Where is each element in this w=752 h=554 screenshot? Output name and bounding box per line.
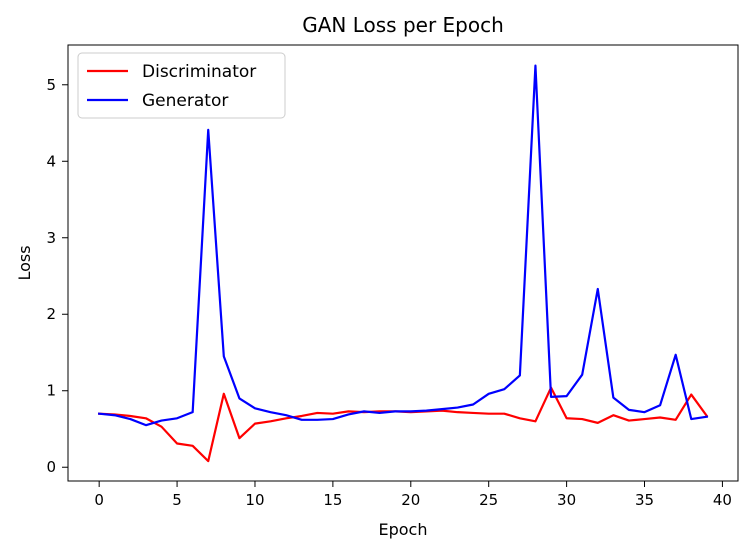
x-tick-label: 5 bbox=[172, 491, 182, 509]
y-tick-label: 5 bbox=[46, 76, 56, 94]
x-tick-label: 30 bbox=[557, 491, 576, 509]
legend: Discriminator Generator bbox=[77, 52, 286, 119]
x-tick-label: 0 bbox=[94, 491, 104, 509]
x-axis-ticks: 0 5 10 15 20 25 30 35 40 bbox=[94, 481, 732, 509]
x-tick-label: 40 bbox=[713, 491, 732, 509]
y-tick-label: 3 bbox=[46, 229, 56, 247]
legend-label-discriminator: Discriminator bbox=[142, 62, 256, 82]
series-lines bbox=[97, 64, 709, 463]
x-tick-label: 25 bbox=[479, 491, 498, 509]
series-line-generator bbox=[97, 64, 709, 427]
x-tick-label: 15 bbox=[323, 491, 342, 509]
x-axis-label: Epoch bbox=[379, 520, 428, 539]
y-tick-label: 0 bbox=[46, 458, 56, 476]
x-tick-label: 35 bbox=[635, 491, 654, 509]
plot-area-frame bbox=[67, 44, 739, 482]
legend-label-generator: Generator bbox=[142, 91, 228, 111]
y-tick-label: 1 bbox=[46, 382, 56, 400]
x-tick-label: 20 bbox=[401, 491, 420, 509]
chart-title: GAN Loss per Epoch bbox=[302, 13, 504, 37]
x-tick-label: 10 bbox=[245, 491, 264, 509]
legend-box bbox=[77, 52, 286, 119]
y-tick-label: 2 bbox=[46, 305, 56, 323]
y-axis-label: Loss bbox=[15, 245, 34, 280]
y-axis-ticks: 0 1 2 3 4 5 bbox=[46, 76, 68, 476]
y-tick-label: 4 bbox=[46, 152, 56, 170]
